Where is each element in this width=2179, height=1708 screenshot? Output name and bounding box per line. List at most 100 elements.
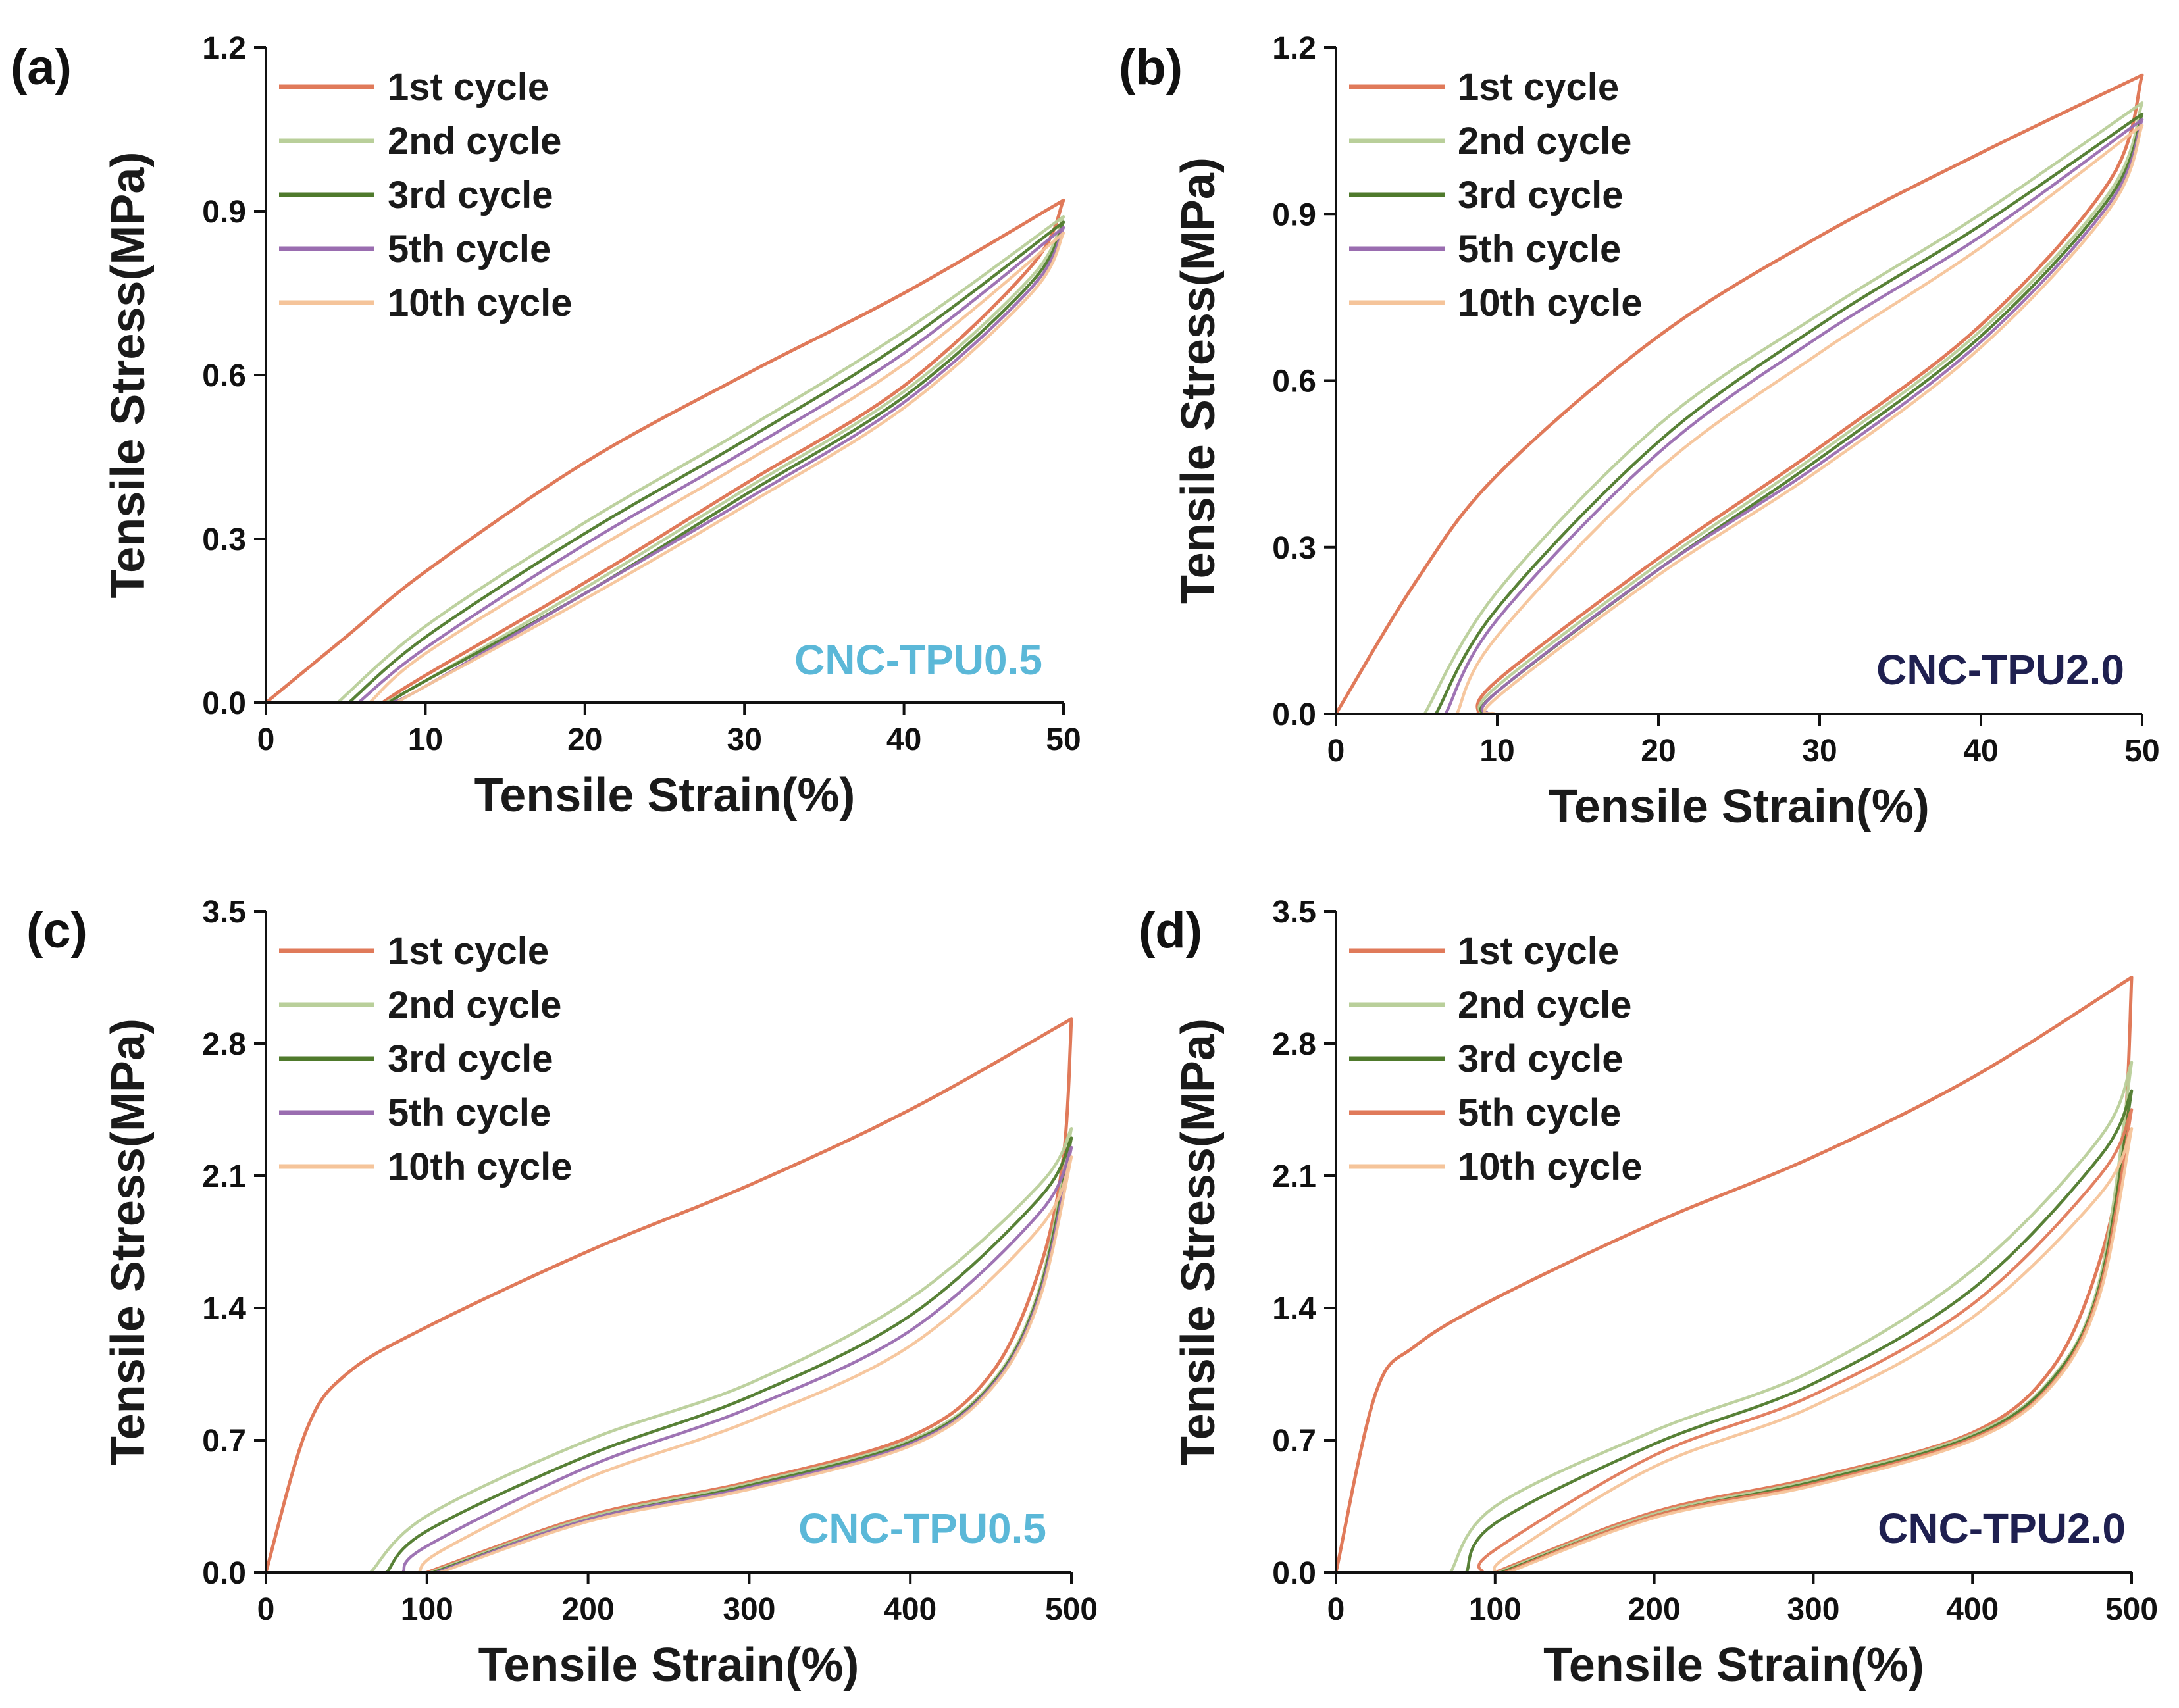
x-tick-label: 400 bbox=[1946, 1592, 1999, 1627]
legend-label: 5th cycle bbox=[388, 228, 551, 270]
series-line-2 bbox=[369, 1126, 1073, 1574]
sample-label: CNC-TPU0.5 bbox=[794, 636, 1042, 684]
x-tick-label: 200 bbox=[1628, 1592, 1681, 1627]
y-tick-label: 0.0 bbox=[1272, 697, 1316, 732]
panel-letter: (d) bbox=[1139, 903, 1202, 959]
series-line-5 bbox=[369, 231, 1065, 704]
x-tick-label: 40 bbox=[1963, 734, 1998, 768]
x-tick-label: 400 bbox=[884, 1592, 936, 1627]
chart-panel-a: (a) 0.0 0.3 0.6 0.9 1.2 0 10 20 30 40 50 Tensile Str… bbox=[11, 31, 1081, 822]
x-tick-label: 200 bbox=[562, 1592, 615, 1627]
y-tick-label: 0.3 bbox=[1272, 531, 1316, 566]
series-line-4 bbox=[357, 226, 1065, 705]
x-tick-label: 20 bbox=[1641, 734, 1676, 768]
y-tick-label: 1.4 bbox=[202, 1292, 246, 1326]
legend-label: 1st cycle bbox=[1458, 66, 1619, 109]
y-tick-label: 2.1 bbox=[202, 1159, 246, 1194]
series-line-4 bbox=[401, 1145, 1073, 1574]
y-tick-label: 2.8 bbox=[202, 1027, 246, 1062]
legend-label: 1st cycle bbox=[1458, 930, 1619, 972]
x-tick-label: 300 bbox=[1787, 1592, 1839, 1627]
x-axis-label: Tensile Strain(%) bbox=[1543, 1639, 1924, 1692]
series-line-3 bbox=[1465, 1089, 2134, 1574]
y-tick-label: 1.2 bbox=[202, 31, 246, 66]
x-tick-label: 0 bbox=[257, 1592, 275, 1627]
series-line-1 bbox=[1334, 976, 2134, 1574]
series-line-1 bbox=[264, 1017, 1073, 1574]
series-line-2 bbox=[1449, 1061, 2134, 1574]
x-tick-label: 40 bbox=[886, 722, 921, 757]
y-tick-label: 0.9 bbox=[1272, 197, 1316, 232]
series-line-5 bbox=[1455, 123, 2144, 715]
legend: 1st cycle 2nd cycle 3rd cycle 5th cycle 10th… bbox=[279, 66, 573, 324]
curves bbox=[265, 198, 1065, 705]
x-tick-label: 500 bbox=[1045, 1592, 1098, 1627]
curves bbox=[1334, 976, 2134, 1574]
legend-label: 1st cycle bbox=[388, 930, 549, 972]
sample-label: CNC-TPU2.0 bbox=[1878, 1505, 2126, 1552]
legend-label: 5th cycle bbox=[388, 1092, 551, 1134]
y-tick-label: 3.5 bbox=[1272, 895, 1316, 930]
y-tick-label: 0.3 bbox=[202, 522, 246, 557]
x-tick-label: 50 bbox=[1046, 722, 1081, 757]
x-tick-label: 0 bbox=[1327, 734, 1345, 768]
legend-label: 2nd cycle bbox=[1458, 120, 1631, 163]
series-line-1 bbox=[1334, 73, 2144, 715]
legend: 1st cycle 2nd cycle 3rd cycle 5th cycle 10th… bbox=[1349, 66, 1643, 324]
series-line-3 bbox=[385, 1136, 1073, 1574]
panel-letter: (c) bbox=[26, 903, 88, 959]
legend-label: 5th cycle bbox=[1458, 228, 1621, 270]
series-line-5 bbox=[1493, 1126, 2134, 1574]
x-axis-label: Tensile Strain(%) bbox=[474, 769, 856, 822]
y-axis-label: Tensile Stress(MPa) bbox=[1172, 157, 1225, 604]
chart-panel-d: (d) 0.0 0.7 1.4 2.1 2.8 3.5 0 100 200 300 400 500 Ten… bbox=[1139, 895, 2158, 1692]
y-tick-label: 0.0 bbox=[202, 686, 246, 721]
x-tick-label: 0 bbox=[257, 722, 275, 757]
y-tick-label: 0.0 bbox=[1272, 1556, 1316, 1591]
y-tick-label: 2.8 bbox=[1272, 1027, 1316, 1062]
series-line-2 bbox=[1423, 101, 2144, 715]
y-axis-label: Tensile Stress(MPa) bbox=[1172, 1018, 1225, 1465]
y-tick-label: 0.6 bbox=[1272, 364, 1316, 399]
y-tick-label: 0.7 bbox=[202, 1424, 246, 1459]
y-axis-label: Tensile Stress(MPa) bbox=[102, 1018, 155, 1465]
legend-label: 3rd cycle bbox=[388, 1038, 553, 1080]
sample-label: CNC-TPU2.0 bbox=[1876, 646, 2124, 693]
legend: 1st cycle 2nd cycle 3rd cycle 5th cycle 10th… bbox=[1349, 930, 1643, 1188]
y-tick-label: 1.4 bbox=[1272, 1292, 1316, 1326]
series-line-4 bbox=[1477, 1108, 2134, 1574]
y-tick-label: 0.0 bbox=[202, 1556, 246, 1591]
legend-label: 5th cycle bbox=[1458, 1092, 1621, 1134]
legend-label: 2nd cycle bbox=[1458, 984, 1631, 1026]
legend-label: 2nd cycle bbox=[388, 984, 561, 1026]
chart-panel-b: (b) 0.0 0.3 0.6 0.9 1.2 0 10 20 30 40 50 Tensile Str… bbox=[1119, 31, 2160, 833]
x-tick-label: 50 bbox=[2124, 734, 2159, 768]
x-tick-label: 10 bbox=[408, 722, 443, 757]
x-tick-label: 10 bbox=[1479, 734, 1514, 768]
legend-label: 3rd cycle bbox=[388, 174, 553, 216]
legend: 1st cycle 2nd cycle 3rd cycle 5th cycle 10th… bbox=[279, 930, 573, 1188]
legend-label: 10th cycle bbox=[388, 1145, 573, 1188]
legend-label: 1st cycle bbox=[388, 66, 549, 109]
sample-label: CNC-TPU0.5 bbox=[798, 1505, 1046, 1552]
y-tick-label: 0.6 bbox=[202, 359, 246, 393]
legend-label: 10th cycle bbox=[1458, 1145, 1643, 1188]
x-tick-label: 30 bbox=[727, 722, 762, 757]
y-tick-label: 0.9 bbox=[202, 195, 246, 230]
chart-panel-c: (c) 0.0 0.7 1.4 2.1 2.8 3.5 0 100 200 300 400 500 Ten… bbox=[26, 895, 1098, 1692]
curves bbox=[1334, 73, 2144, 715]
x-axis-label: Tensile Strain(%) bbox=[1549, 780, 1930, 833]
legend-label: 3rd cycle bbox=[1458, 1038, 1624, 1080]
panel-letter: (a) bbox=[11, 39, 72, 95]
curves bbox=[264, 1017, 1073, 1574]
x-tick-label: 100 bbox=[401, 1592, 453, 1627]
y-tick-label: 1.2 bbox=[1272, 31, 1316, 66]
x-tick-label: 20 bbox=[567, 722, 602, 757]
panel-letter: (b) bbox=[1119, 39, 1183, 95]
series-line-5 bbox=[417, 1155, 1073, 1574]
legend-label: 2nd cycle bbox=[388, 120, 561, 163]
x-tick-label: 300 bbox=[723, 1592, 775, 1627]
x-tick-label: 500 bbox=[2105, 1592, 2158, 1627]
legend-label: 3rd cycle bbox=[1458, 174, 1624, 216]
